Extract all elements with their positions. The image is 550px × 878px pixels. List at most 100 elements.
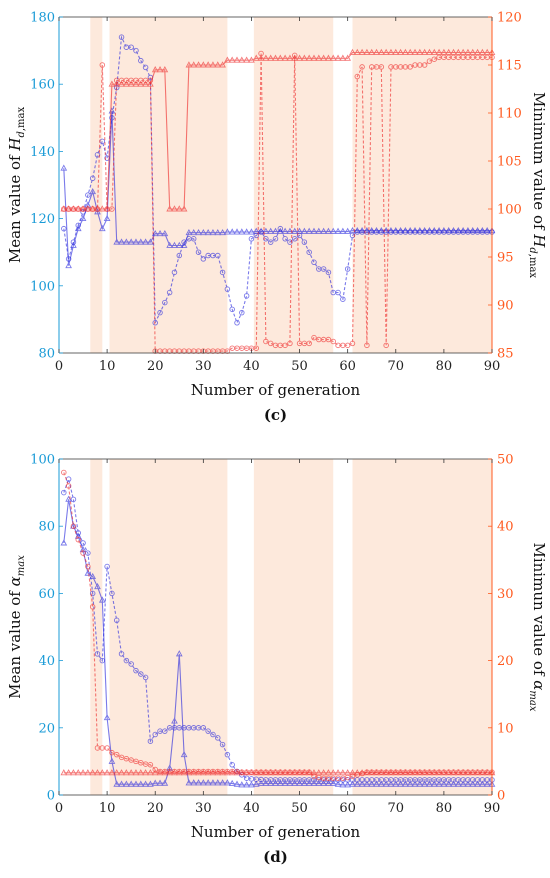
data-point xyxy=(118,238,125,245)
data-point xyxy=(440,780,448,787)
data-point xyxy=(166,205,174,212)
x-tick-label: 20 xyxy=(147,801,164,816)
data-point xyxy=(103,713,111,721)
x-tick-label: 10 xyxy=(99,801,116,816)
data-point xyxy=(276,779,284,787)
data-point xyxy=(89,187,97,195)
data-point xyxy=(349,769,356,776)
data-point xyxy=(147,780,154,787)
data-point xyxy=(238,56,246,63)
x-tick-label: 70 xyxy=(388,359,405,374)
data-point xyxy=(469,48,477,55)
data-point xyxy=(94,651,101,657)
shaded-region xyxy=(352,459,492,795)
data-point xyxy=(65,483,72,489)
data-point xyxy=(339,781,347,788)
data-point xyxy=(402,48,409,55)
data-point xyxy=(440,769,448,776)
shaded-region xyxy=(90,17,103,353)
data-point xyxy=(272,779,279,787)
y-left-axis-label: Mean value of αmax xyxy=(6,555,27,699)
data-point xyxy=(109,590,115,597)
data-point xyxy=(109,206,115,212)
data-point xyxy=(89,205,97,212)
data-point xyxy=(368,48,376,55)
data-point xyxy=(113,617,120,624)
data-point xyxy=(320,227,327,234)
data-point xyxy=(397,48,404,55)
data-point xyxy=(233,769,241,776)
data-point xyxy=(450,769,457,776)
data-point xyxy=(238,228,246,235)
data-point xyxy=(175,769,183,776)
data-point xyxy=(185,61,193,68)
data-point xyxy=(147,762,154,768)
data-point xyxy=(363,48,371,55)
data-point xyxy=(305,227,313,234)
y-left-tick-label: 80 xyxy=(38,520,55,535)
data-point xyxy=(291,227,299,234)
data-point xyxy=(142,80,149,87)
data-point xyxy=(262,769,270,776)
y-right-tick-label: 85 xyxy=(497,347,514,362)
data-point xyxy=(118,80,125,87)
data-point xyxy=(483,226,491,234)
data-point xyxy=(138,57,144,64)
data-point xyxy=(445,48,453,55)
data-point xyxy=(435,226,443,234)
data-point xyxy=(272,769,279,776)
data-point xyxy=(61,225,67,232)
data-point xyxy=(166,769,174,776)
data-point xyxy=(61,489,67,496)
data-point xyxy=(199,61,207,68)
data-point xyxy=(359,64,365,70)
y-right-tick-label: 40 xyxy=(497,520,514,535)
data-point xyxy=(349,780,356,787)
data-point xyxy=(373,48,380,55)
data-point xyxy=(282,342,288,349)
data-point xyxy=(138,759,144,766)
data-point xyxy=(281,779,289,787)
data-point xyxy=(118,780,125,787)
data-point xyxy=(387,780,395,787)
data-point xyxy=(334,54,342,61)
data-point xyxy=(368,769,376,776)
data-point xyxy=(123,657,130,664)
shaded-region xyxy=(253,17,334,353)
data-point xyxy=(377,780,385,787)
data-point xyxy=(190,61,198,68)
data-point xyxy=(132,769,140,776)
data-point xyxy=(406,226,414,234)
data-point xyxy=(397,769,404,776)
data-point xyxy=(228,228,236,235)
data-point xyxy=(392,780,400,787)
data-point xyxy=(214,61,222,68)
data-point xyxy=(156,229,164,237)
data-point xyxy=(224,286,231,292)
data-point xyxy=(190,769,198,776)
data-point xyxy=(243,769,250,776)
data-point xyxy=(162,728,168,734)
data-point xyxy=(329,54,337,61)
data-point xyxy=(89,572,97,580)
data-point xyxy=(199,769,207,776)
data-point xyxy=(89,175,96,182)
data-point xyxy=(98,769,106,776)
data-point xyxy=(311,259,317,266)
data-point xyxy=(180,241,188,248)
x-tick-label: 30 xyxy=(195,801,212,816)
data-point xyxy=(113,780,121,787)
data-point xyxy=(180,205,188,212)
data-point xyxy=(209,228,217,236)
data-point xyxy=(151,769,159,776)
data-point xyxy=(128,44,134,50)
data-point xyxy=(75,536,81,543)
data-point xyxy=(118,769,125,776)
data-point xyxy=(253,345,260,351)
data-point xyxy=(204,769,212,776)
x-tick-label: 20 xyxy=(147,359,164,374)
data-point xyxy=(392,769,400,776)
y-left-tick-label: 180 xyxy=(30,11,55,26)
data-point xyxy=(205,728,211,734)
